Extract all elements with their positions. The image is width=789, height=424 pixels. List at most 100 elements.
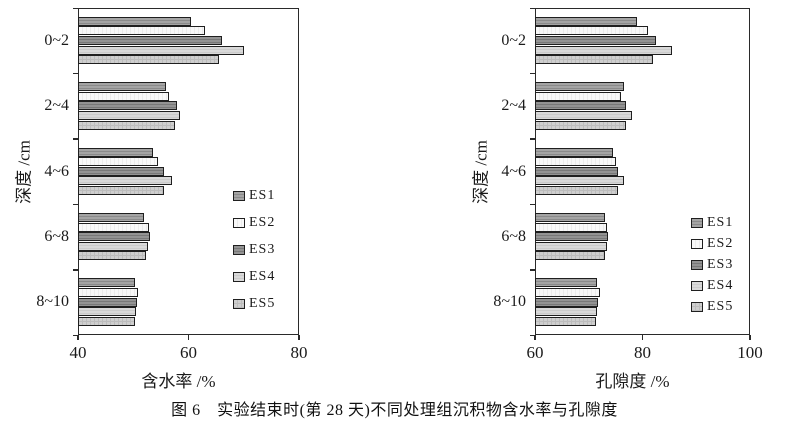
category-label: 2~4 [44,97,69,115]
bar-ES3-2~4 [535,101,627,111]
legend-label-ES5: ES5 [249,296,276,311]
y-axis-tick [73,203,78,206]
bar-ES4-6~8 [535,241,608,251]
legend-swatch-ES5 [233,299,245,309]
bar-ES5-0~2 [535,55,654,65]
bar-ES1-0~2 [78,16,192,26]
y-axis-tick [530,334,535,336]
bar-ES5-6~8 [78,251,146,261]
bar-ES4-4~6 [78,176,172,186]
legend-item-ES4: ES4 [233,269,275,285]
bar-ES5-8~10 [535,316,596,326]
y-axis-title: 深度 /cm [471,139,491,204]
bar-ES4-8~10 [535,307,597,317]
y-axis-tick [73,72,78,75]
x-axis-tick [77,335,79,340]
bar-ES4-2~4 [535,110,632,120]
legend-swatch-ES2 [691,239,703,249]
bar-ES2-6~8 [535,222,608,232]
bar-ES1-8~10 [78,278,135,288]
legend-label-ES5: ES5 [707,299,734,314]
bar-ES5-2~4 [78,120,175,130]
x-tick-label: 60 [526,343,544,362]
bar-ES3-6~8 [78,232,150,242]
x-axis-tick [641,335,644,340]
x-axis-tick [749,335,751,340]
x-tick-label: 100 [737,343,763,362]
legend-swatch-ES4 [691,281,703,291]
bar-ES1-2~4 [535,82,624,92]
legend-label-ES1: ES1 [707,215,734,230]
category-label: 4~6 [501,162,526,180]
bar-ES1-8~10 [535,278,597,288]
x-axis-title: 含水率 /% [141,372,216,391]
bar-ES5-2~4 [535,120,627,130]
bar-ES5-8~10 [78,316,135,326]
x-tick-label: 60 [180,343,197,362]
x-tick-label: 80 [290,343,308,362]
category-label: 4~6 [44,162,69,180]
bar-ES4-8~10 [78,307,136,317]
legend-label-ES4: ES4 [707,278,734,293]
y-axis-title: 深度 /cm [14,139,34,204]
legend-swatch-ES1 [233,191,245,201]
legend-swatch-ES3 [233,245,245,255]
x-axis-tick [187,335,190,340]
legend-swatch-ES1 [691,218,703,228]
x-axis-tick [534,335,536,340]
legend-item-ES5: ES5 [691,299,733,315]
bar-ES3-8~10 [78,297,137,307]
bar-ES2-8~10 [78,287,138,297]
category-label: 0~2 [44,31,69,49]
y-axis-tick [530,7,535,9]
legend-item-ES2: ES2 [691,236,733,252]
category-label: 8~10 [493,293,526,311]
bar-ES3-2~4 [78,101,178,111]
bar-ES1-4~6 [78,147,153,157]
x-tick-label: 40 [69,343,87,362]
bar-ES2-4~6 [535,157,616,167]
category-label: 6~8 [501,227,526,245]
category-label: 0~2 [501,31,526,49]
legend-item-ES1: ES1 [691,215,733,231]
legend-label-ES3: ES3 [707,257,734,272]
bar-ES4-2~4 [78,110,181,120]
bar-ES2-0~2 [78,26,206,36]
bar-ES2-6~8 [78,222,149,232]
legend-item-ES4: ES4 [691,278,733,294]
bar-ES5-6~8 [535,251,605,261]
category-label: 6~8 [44,227,69,245]
bar-ES4-0~2 [78,45,244,55]
legend-swatch-ES4 [233,272,245,282]
bar-ES3-0~2 [78,35,222,45]
y-axis-tick [530,203,535,206]
legend-label-ES1: ES1 [249,188,276,203]
legend-item-ES3: ES3 [233,242,275,258]
legend-item-ES3: ES3 [691,257,733,273]
legend-swatch-ES3 [691,260,703,270]
bar-ES3-4~6 [535,166,619,176]
bar-ES3-4~6 [78,166,164,176]
y-axis-tick [73,7,78,9]
bar-ES4-6~8 [78,241,148,251]
x-axis-title: 孔隙度 /% [595,372,670,391]
bar-ES2-4~6 [78,157,159,167]
y-axis-tick [530,269,535,271]
bar-ES1-4~6 [535,147,613,157]
x-axis-tick [298,335,300,340]
y-axis-tick [530,138,535,140]
legend-swatch-ES2 [233,218,245,228]
legend-label-ES4: ES4 [249,269,276,284]
bar-ES1-2~4 [78,82,167,92]
legend-item-ES2: ES2 [233,215,275,231]
bar-ES3-8~10 [535,297,598,307]
legend-label-ES2: ES2 [707,236,734,251]
bar-ES5-4~6 [535,185,619,195]
bar-ES5-0~2 [78,55,219,65]
bar-ES1-6~8 [535,212,605,222]
y-axis-tick [73,138,78,140]
bar-ES2-0~2 [535,26,648,36]
x-tick-label: 80 [634,343,651,362]
y-axis-tick [73,269,78,271]
